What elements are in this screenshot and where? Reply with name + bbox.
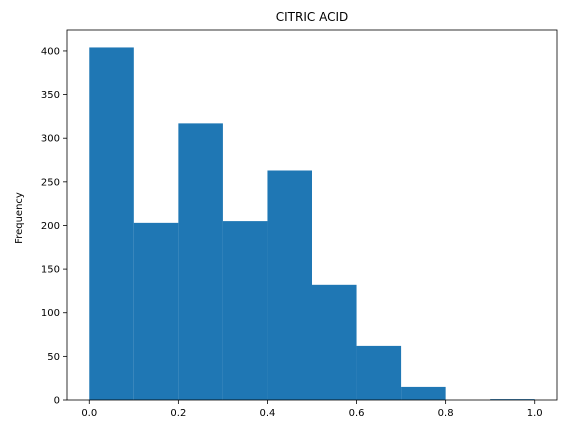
- histogram-bar: [133, 222, 179, 400]
- y-tick-label: 300: [41, 134, 60, 145]
- y-tick-label: 150: [41, 265, 60, 276]
- y-tick-label: 400: [41, 46, 60, 57]
- chart-title: CITRIC ACID: [276, 10, 348, 24]
- x-tick-label: 0.4: [260, 408, 276, 419]
- y-tick-label: 200: [41, 221, 60, 232]
- y-axis: 0 50 100 150 200 250 300 350 400: [41, 46, 67, 407]
- x-tick-label: 0.8: [438, 408, 454, 419]
- histogram-bar: [267, 170, 312, 400]
- plot-frame: [66, 29, 558, 401]
- histogram-bar: [222, 221, 268, 400]
- y-tick-label: 250: [41, 177, 60, 188]
- histogram-bar: [356, 345, 402, 400]
- y-tick-label: 100: [41, 308, 60, 319]
- histogram-bar: [401, 386, 446, 400]
- histogram-bar: [178, 123, 223, 400]
- y-tick-label: 0: [54, 396, 60, 407]
- x-tick-label: 0.6: [349, 408, 365, 419]
- x-tick-label: 0.0: [81, 408, 97, 419]
- x-tick-label: 1.0: [527, 408, 543, 419]
- bars-group: [89, 47, 535, 401]
- x-axis: 0.0 0.2 0.4 0.6 0.8 1.0: [81, 400, 543, 419]
- histogram-bar: [89, 47, 134, 401]
- y-tick-label: 350: [41, 90, 60, 101]
- histogram-bar: [312, 284, 357, 400]
- histogram-bar: [490, 399, 535, 400]
- y-axis-label: Frequency: [14, 192, 25, 244]
- x-tick-label: 0.2: [170, 408, 186, 419]
- y-tick-label: 50: [47, 352, 60, 363]
